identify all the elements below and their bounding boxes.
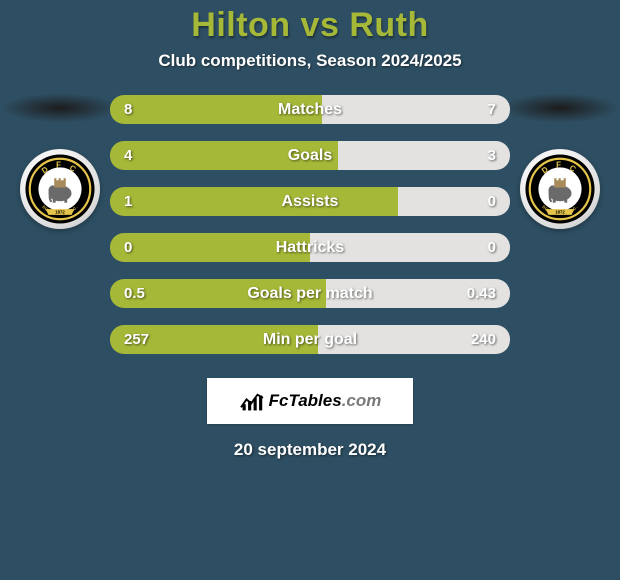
club-badge-right: D F C DUMBARTON F.C. 1872 [520,149,600,229]
stat-bar-left [110,141,338,170]
stat-bar-left [110,95,322,124]
club-crest-icon: D F C DUMBARTON F.C. 1872 [524,153,596,225]
stat-bar-left [110,279,326,308]
date-text: 20 september 2024 [0,440,620,460]
player-left-name: Hilton [191,6,290,44]
brand-name-bold: FcTables [269,391,342,410]
stat-bar-right [322,95,510,124]
club-crest-icon: D F C DUMBARTON F.C. 1872 [24,153,96,225]
stat-row-assists: 1 Assists 0 [110,187,510,216]
page-title: Hilton vs Ruth [0,6,620,45]
stat-row-mpg: 257 Min per goal 240 [110,325,510,354]
brand-name: FcTables.com [269,391,382,411]
subtitle: Club competitions, Season 2024/2025 [0,51,620,71]
svg-text:1872: 1872 [55,209,65,214]
stat-row-hattricks: 0 Hattricks 0 [110,233,510,262]
stat-row-matches: 8 Matches 7 [110,95,510,124]
stat-bar-right [326,279,510,308]
stat-bar-right [310,233,510,262]
vs-text: vs [301,6,340,44]
stat-bar-right [338,141,510,170]
stat-bar-left [110,187,398,216]
player-right-name: Ruth [349,6,428,44]
brand-box: FcTables.com [207,378,413,424]
stat-row-gpm: 0.5 Goals per match 0.43 [110,279,510,308]
stat-bar-right [318,325,510,354]
stat-row-goals: 4 Goals 3 [110,141,510,170]
stat-bar-left [110,325,318,354]
stat-bars: 8 Matches 7 4 Goals 3 1 Assists 0 [110,93,510,354]
club-badge-left: D F C DUMBARTON F.C. 1872 [20,149,100,229]
root: Hilton vs Ruth Club competitions, Season… [0,0,620,580]
comparison-area: D F C DUMBARTON F.C. 1872 [0,93,620,354]
stat-bar-left [110,233,310,262]
stat-bar-right [398,187,510,216]
avatar-shadow-left [0,93,120,123]
svg-text:1872: 1872 [555,209,565,214]
brand-chart-icon [239,390,265,412]
brand-name-light: .com [342,391,382,410]
avatar-shadow-right [500,93,620,123]
